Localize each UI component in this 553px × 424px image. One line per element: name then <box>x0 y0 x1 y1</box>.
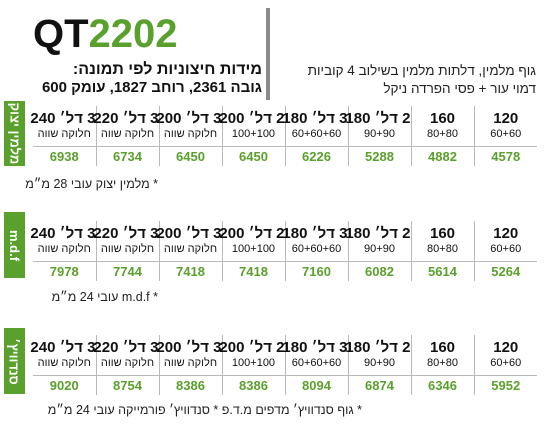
price-cell: 6450 <box>221 146 285 166</box>
price-cell: 7744 <box>95 261 159 281</box>
price-row: 5264 5614 6082 7160 7418 7418 7744 7978 <box>33 261 537 281</box>
description-line-2: דמוי עור + פסי הפרדה ניקל <box>383 81 536 96</box>
section-label-sandwich: סנדוויץ׳ <box>7 337 23 385</box>
size-col-2: 160 80+80 <box>410 335 474 375</box>
price-cell: 8386 <box>158 375 222 395</box>
size-header-row: 120 60+60 160 80+80 2 דל׳ 180 90+90 3 דל׳ 1… <box>30 221 537 261</box>
size-col-3: 2 דל׳ 180 90+90 <box>345 221 411 261</box>
price-row: 4578 4882 5288 6226 6450 6450 6734 6938 <box>33 146 537 166</box>
section-note-melamine: * מלמין יצוק עובי 28 מ״מ <box>25 177 158 191</box>
model-number: 2202 <box>88 12 178 56</box>
size-col-2: 160 80+80 <box>410 106 474 146</box>
size-col-4: 3 דל׳ 180 60+60+60 <box>282 221 348 261</box>
description-line-1: גוף מלמין, דלתות מלמין בשילוב 4 קוביות <box>307 63 536 78</box>
size-col-7: 3 דל׳ 220 חלוקה שווה <box>93 221 159 261</box>
price-cell: 6734 <box>95 146 159 166</box>
size-col-2: 160 80+80 <box>410 221 474 261</box>
product-description: גוף מלמין, דלתות מלמין בשילוב 4 קוביות ד… <box>280 62 536 98</box>
size-header-row: 120 60+60 160 80+80 2 דל׳ 180 90+90 3 דל׳ 1… <box>30 335 537 375</box>
dimensions-heading: מידות חיצוניות לפי תמונה: <box>72 61 262 78</box>
size-col-5: 2 דל׳ 200 100+100 <box>219 221 285 261</box>
size-col-8: 3 דל׳ 240 חלוקה שווה <box>30 110 96 141</box>
size-col-8: 3 דל׳ 240 חלוקה שווה <box>30 225 96 256</box>
price-cell: 5952 <box>473 375 537 395</box>
price-cell: 8386 <box>221 375 285 395</box>
section-label-mdf: m.d.f <box>7 229 22 261</box>
size-col-4: 3 דל׳ 180 60+60+60 <box>282 335 348 375</box>
section-note-mdf: * m.d.f עובי 24 מ״מ <box>51 290 158 304</box>
size-header-row: 120 60+60 160 80+80 2 דל׳ 180 90+90 3 דל׳ 1… <box>30 106 537 146</box>
size-col-6: 3 דל׳ 200 חלוקה שווה <box>156 335 222 375</box>
section-tab-sandwich: סנדוויץ׳ <box>4 328 25 394</box>
price-table-melamine: 120 60+60 160 80+80 2 דל׳ 180 90+90 3 דל׳ 1… <box>30 106 537 166</box>
section-tab-melamine: מלמין יצוק <box>4 101 25 166</box>
price-cell: 4578 <box>473 146 537 166</box>
price-table-mdf: 120 60+60 160 80+80 2 דל׳ 180 90+90 3 דל׳ 1… <box>30 221 537 281</box>
price-cell: 6874 <box>347 375 411 395</box>
size-col-5: 2 דל׳ 200 100+100 <box>219 335 285 375</box>
section-label-melamine: מלמין יצוק <box>7 102 22 165</box>
price-cell: 4882 <box>410 146 474 166</box>
size-col-8: 3 דל׳ 240 חלוקה שווה <box>30 339 96 370</box>
model-title: QT2202 <box>33 12 178 56</box>
section-note-sandwich: * גוף סנדוויץ׳ מדפים מ.ד.פ * סנדוויץ׳ פו… <box>47 403 362 417</box>
price-cell: 6226 <box>284 146 348 166</box>
price-cell: 7418 <box>158 261 222 281</box>
size-col-6: 3 דל׳ 200 חלוקה שווה <box>156 106 222 146</box>
title-divider <box>266 8 270 100</box>
section-tab-mdf: m.d.f <box>4 212 25 278</box>
size-col-7: 3 דל׳ 220 חלוקה שווה <box>93 335 159 375</box>
price-cell: 9020 <box>49 377 79 393</box>
price-row: 5952 6346 6874 8094 8386 8386 8754 9020 <box>33 375 537 395</box>
size-col-3: 2 דל׳ 180 90+90 <box>345 335 411 375</box>
dimensions-values: גובה 2361, רוחב 1827, עומק 600 <box>41 79 262 96</box>
size-col-3: 2 דל׳ 180 90+90 <box>345 106 411 146</box>
price-cell: 6346 <box>410 375 474 395</box>
price-cell: 5614 <box>410 261 474 281</box>
size-col-1: 120 60+60 <box>473 221 537 261</box>
size-col-1: 120 60+60 <box>473 335 537 375</box>
model-prefix: QT <box>33 12 89 56</box>
price-cell: 6938 <box>49 148 79 164</box>
price-cell: 7160 <box>284 261 348 281</box>
price-cell: 5288 <box>347 146 411 166</box>
size-col-7: 3 דל׳ 220 חלוקה שווה <box>93 106 159 146</box>
price-table-sandwich: 120 60+60 160 80+80 2 דל׳ 180 90+90 3 דל׳ 1… <box>30 335 537 395</box>
price-cell: 6450 <box>158 146 222 166</box>
price-cell: 7978 <box>49 263 79 279</box>
size-col-4: 3 דל׳ 180 60+60+60 <box>282 106 348 146</box>
price-cell: 7418 <box>221 261 285 281</box>
size-col-5: 2 דל׳ 200 100+100 <box>219 106 285 146</box>
price-cell: 6082 <box>347 261 411 281</box>
price-cell: 8094 <box>284 375 348 395</box>
price-cell: 8754 <box>95 375 159 395</box>
size-col-1: 120 60+60 <box>473 106 537 146</box>
size-col-6: 3 דל׳ 200 חלוקה שווה <box>156 221 222 261</box>
price-cell: 5264 <box>473 261 537 281</box>
